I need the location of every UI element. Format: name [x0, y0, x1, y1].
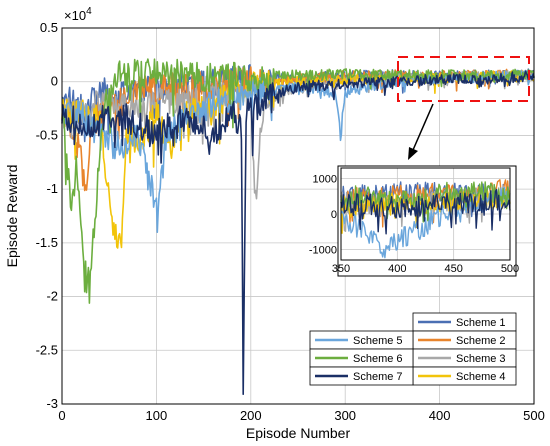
y-multiplier: ×104: [64, 6, 92, 23]
legend-label-scheme-3: Scheme 3: [456, 353, 506, 365]
inset-y-tick-1000: 1000: [313, 174, 337, 186]
main-x-tick-400: 400: [429, 408, 451, 423]
main-y-tick-m1: -1: [46, 181, 58, 196]
main-y-tick-m2p5: -2.5: [36, 342, 58, 357]
main-x-tick-300: 300: [334, 408, 356, 423]
main-y-tick-m3: -3: [46, 396, 58, 411]
legend-box-scheme-7: [309, 366, 414, 386]
legend-label-scheme-7: Scheme 7: [353, 371, 403, 383]
main-tick-labels: 0 100 200 300 400 500 0.5 0 -0.5 -1 -1.5 -2 -2.5 -3: [36, 20, 545, 423]
inset-x-tick-350: 350: [332, 263, 350, 275]
inset-plot-frame: [340, 167, 511, 261]
inset-series-scheme-7: [340, 188, 511, 235]
zoom-arrow-line: [412, 103, 434, 151]
y-axis-label: Episode Reward: [4, 165, 20, 268]
inset-series-scheme-6: [340, 181, 511, 223]
inset-x-tick-400: 400: [388, 263, 406, 275]
main-series-scheme-6: [61, 58, 535, 304]
x-axis-label: Episode Number: [246, 425, 351, 441]
inset-tick-labels: 350 400 450 500 1000 0 -1000: [309, 174, 519, 275]
inset-x-tick-500: 500: [501, 263, 519, 275]
main-x-tick-200: 200: [240, 408, 262, 423]
main-y-tick-m2: -2: [46, 289, 58, 304]
inset-y-tick-m1000: -1000: [309, 244, 337, 256]
main-x-tick-0: 0: [58, 408, 65, 423]
legend-label-scheme-4: Scheme 4: [456, 371, 506, 383]
inset-series-lines: [340, 179, 511, 259]
inset-y-tick-0: 0: [331, 209, 337, 221]
main-plot-frame: [61, 27, 535, 405]
zoom-highlight-box: [397, 56, 530, 102]
legend-label-scheme-5: Scheme 5: [353, 335, 403, 347]
inset-series-scheme-5: [340, 186, 511, 259]
main-x-tick-500: 500: [523, 408, 545, 423]
main-x-tick-100: 100: [146, 408, 168, 423]
legend-label-scheme-2: Scheme 2: [456, 335, 506, 347]
legend-label-scheme-1: Scheme 1: [456, 317, 506, 329]
main-y-tick-m0p5: -0.5: [36, 127, 58, 142]
main-y-tick-0p5: 0.5: [40, 20, 58, 35]
main-y-tick-m1p5: -1.5: [36, 235, 58, 250]
inset-x-tick-450: 450: [444, 263, 462, 275]
legend: Scheme 1 Scheme 2 Scheme 3 Scheme 4 Scheme 5…: [309, 312, 517, 386]
main-y-tick-0: 0: [51, 74, 58, 89]
legend-label-scheme-6: Scheme 6: [353, 353, 403, 365]
main-series-lines: [61, 58, 535, 396]
zoom-arrow-head: [408, 147, 418, 160]
main-series-scheme-7: [61, 70, 535, 396]
